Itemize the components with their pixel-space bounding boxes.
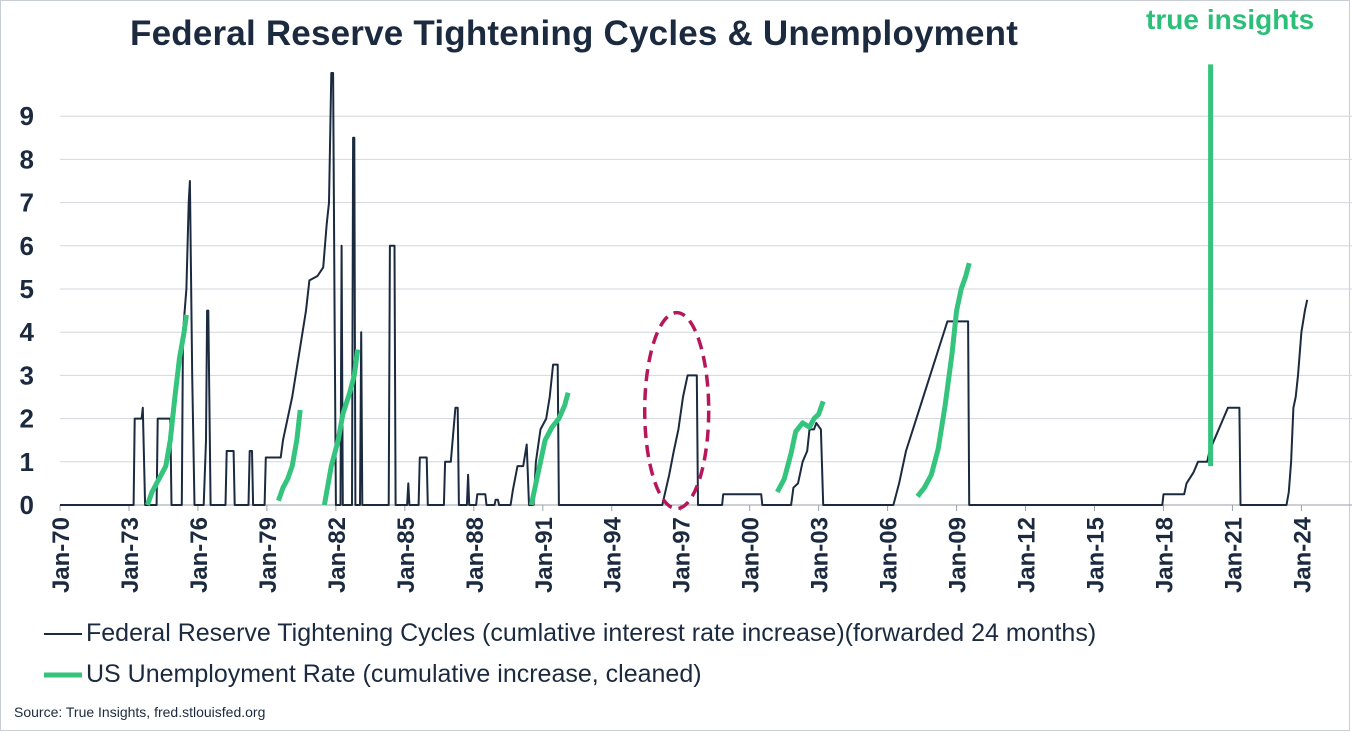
x-tick-label-Jan-24: Jan-24 [1289, 516, 1316, 593]
y-tick-label-6: 6 [20, 231, 34, 261]
source-note: Source: True Insights, fred.stlouisfed.o… [14, 704, 266, 720]
annotation-group [642, 310, 711, 511]
x-tick-label-Jan-06: Jan-06 [876, 517, 903, 593]
brand-word-true: true [1146, 4, 1199, 35]
brand-logo: true insights [1146, 4, 1314, 36]
y-tick-label-0: 0 [20, 490, 34, 520]
legend-swatch-fed [44, 632, 82, 635]
series-2-line-4 [528, 392, 571, 506]
y-tick-label-7: 7 [20, 188, 34, 218]
legend-label-unemployment: US Unemployment Rate (cumulative increas… [86, 660, 702, 688]
legend-item-unemployment: US Unemployment Rate (cumulative increas… [44, 660, 702, 689]
x-tick-label-Jan-97: Jan-97 [669, 517, 696, 593]
x-tick-label-Jan-82: Jan-82 [324, 517, 351, 593]
x-tick-label-Jan-15: Jan-15 [1083, 517, 1110, 593]
legend-label-fed: Federal Reserve Tightening Cycles (cumla… [86, 619, 1097, 647]
gridlines [60, 115, 1352, 506]
series-1-line-1 [60, 72, 1309, 506]
legend-item-fed: Federal Reserve Tightening Cycles (cumla… [44, 619, 1096, 648]
highlight-ellipse-1 [642, 310, 711, 511]
x-tick-label-Jan-79: Jan-79 [255, 517, 282, 593]
series-2-line-6 [915, 262, 972, 498]
y-tick-label-1: 1 [20, 447, 34, 477]
series-2-line-3 [321, 349, 361, 506]
y-tick-label-3: 3 [20, 360, 34, 390]
y-tick-label-8: 8 [20, 144, 34, 174]
x-tick-label-Jan-12: Jan-12 [1014, 517, 1041, 593]
y-tick-label-5: 5 [20, 274, 34, 304]
x-tick-label-Jan-94: Jan-94 [600, 516, 627, 593]
x-tick-label-Jan-18: Jan-18 [1151, 517, 1178, 593]
x-tick-label-Jan-00: Jan-00 [738, 517, 765, 593]
x-tick-label-Jan-09: Jan-09 [945, 517, 972, 593]
brand-word-insights: insights [1206, 4, 1315, 35]
x-tick-label-Jan-03: Jan-03 [807, 517, 834, 593]
legend-swatch-unemployment [44, 672, 82, 677]
x-tick-label-Jan-85: Jan-85 [393, 517, 420, 593]
series-2-line-1 [145, 314, 189, 506]
series-group [60, 64, 1309, 506]
x-tick-label-Jan-73: Jan-73 [117, 517, 144, 593]
x-tick-label-Jan-70: Jan-70 [48, 517, 75, 593]
y-axis-ticks: 0 1 2 3 4 5 6 7 8 9 [20, 101, 35, 520]
series-2-line-5 [775, 400, 826, 494]
y-tick-label-2: 2 [20, 404, 34, 434]
x-axis-ticks: Jan-70 Jan-73 Jan-76 Jan-79 Jan-82 Jan-85 Jan-… [48, 505, 1316, 593]
x-tick-label-Jan-21: Jan-21 [1220, 517, 1247, 593]
series-2-line-2 [276, 409, 303, 502]
y-tick-label-9: 9 [20, 101, 34, 131]
x-tick-label-Jan-76: Jan-76 [186, 517, 213, 593]
x-tick-label-Jan-91: Jan-91 [531, 517, 558, 593]
x-tick-label-Jan-88: Jan-88 [462, 517, 489, 593]
y-tick-label-4: 4 [20, 317, 35, 347]
chart-title: Federal Reserve Tightening Cycles & Unem… [130, 14, 1019, 53]
